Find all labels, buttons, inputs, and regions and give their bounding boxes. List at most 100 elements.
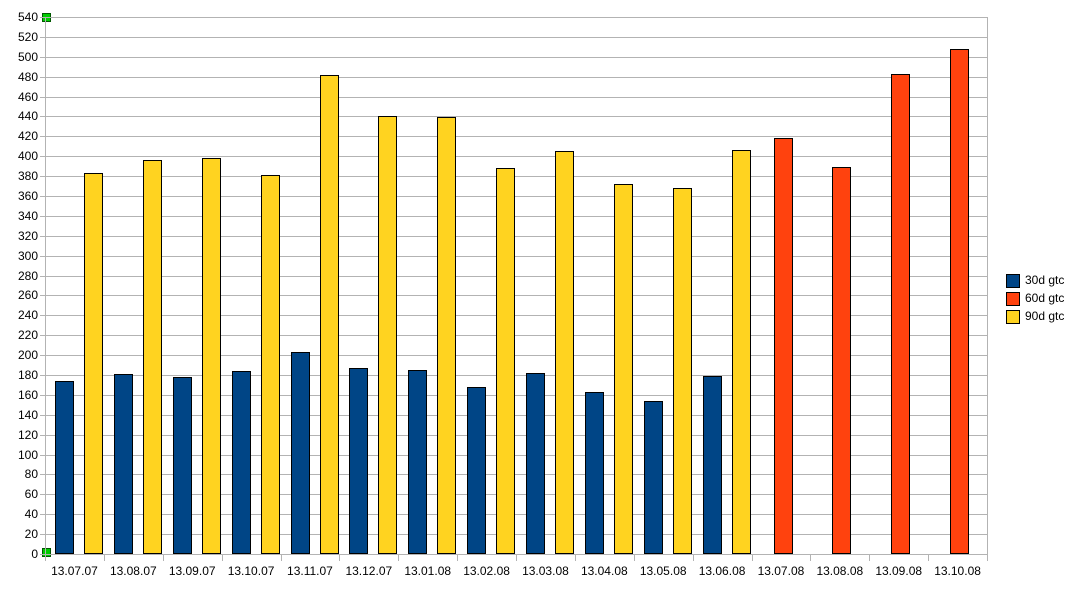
y-axis-tick [40,534,45,536]
x-axis-tick [45,555,46,561]
y-axis-tick [40,454,45,456]
y-gridline [45,176,987,178]
y-axis-tick [40,295,45,297]
bar-90d-gtc[interactable] [437,117,457,554]
bar-90d-gtc[interactable] [201,158,221,554]
bar-90d-gtc[interactable] [555,151,574,554]
y-axis-label: 280 [17,268,38,283]
bar-30d-gtc[interactable] [55,381,74,554]
bar-60d-gtc[interactable] [950,49,970,554]
category-slot-13.08.08 [810,17,869,554]
bar-30d-gtc[interactable] [643,401,663,554]
category-slot-13.09.08 [869,17,928,554]
category-slot-13.02.08 [457,17,516,554]
y-gridline [45,554,987,555]
category-slot-13.12.07 [339,17,398,554]
bar-30d-gtc[interactable] [702,376,722,554]
legend-item-90d-gtc[interactable]: 90d gtc [1006,309,1064,324]
x-axis-label: 13.04.08 [580,564,628,578]
y-gridline [45,56,987,58]
bar-30d-gtc[interactable] [349,368,369,554]
y-axis-tick [40,136,45,138]
y-axis-label: 340 [17,208,38,223]
legend-label-30d-gtc: 30d gtc [1025,273,1065,287]
x-axis-label: 13.05.08 [639,564,687,578]
y-gridline [45,215,987,217]
y-gridline [45,534,987,536]
y-axis-label: 240 [17,308,38,323]
legend-item-60d-gtc[interactable]: 60d gtc [1006,291,1065,306]
y-axis-label: 120 [17,427,38,442]
y-axis-line [45,17,46,554]
x-axis-label: 13.01.08 [404,564,452,578]
bar-60d-gtc[interactable] [891,74,911,554]
bar-60d-gtc[interactable] [773,138,793,554]
y-axis-tick [40,315,45,317]
y-axis-label: 140 [17,407,38,422]
bar-90d-gtc[interactable] [672,188,692,554]
bar-90d-gtc[interactable] [378,116,398,554]
x-axis-tick [457,555,459,561]
x-axis-tick [339,555,341,561]
y-axis-label: 80 [24,467,38,482]
x-axis-label: 13.06.08 [698,564,746,578]
bar-60d-gtc[interactable] [832,167,852,554]
x-axis-label: 13.09.08 [875,564,923,578]
bar-90d-gtc[interactable] [142,160,162,554]
x-axis-tick [280,555,282,561]
x-axis-tick [810,555,812,561]
y-gridline [45,136,987,138]
x-axis-tick [869,555,871,561]
bar-90d-gtc[interactable] [731,150,751,554]
x-axis-label: 13.10.07 [227,564,275,578]
bar-30d-gtc[interactable] [408,370,428,554]
y-axis-label: 220 [17,328,38,343]
bar-90d-gtc[interactable] [496,168,516,554]
y-gridline [45,295,987,297]
chart-legend[interactable]: 30d gtc 60d gtc 90d gtc [1006,273,1065,324]
y-axis-label: 180 [17,368,38,382]
legend-label-60d-gtc: 60d gtc [1025,291,1065,305]
y-gridline [45,494,987,496]
y-axis-tick [40,196,45,197]
x-axis-label: 13.07.07 [51,564,98,578]
bar-90d-gtc[interactable] [260,175,280,554]
bar-30d-gtc[interactable] [231,371,251,554]
bar-30d-gtc[interactable] [290,352,310,554]
x-axis-tick [516,555,517,561]
legend-item-30d-gtc[interactable]: 30d gtc [1006,273,1065,288]
y-axis-label: 360 [17,189,38,203]
x-axis-label: 13.02.08 [463,564,510,578]
y-axis-label: 440 [17,109,38,124]
y-gridline [45,76,987,78]
bar-30d-gtc[interactable] [467,387,487,554]
y-axis-tick [40,375,45,376]
category-slot-13.05.08 [634,17,693,554]
y-axis-tick [40,255,45,257]
x-axis-tick [928,555,930,561]
bar-90d-gtc[interactable] [84,173,103,554]
category-slot-13.07.07 [45,17,104,554]
y-axis-tick [40,394,45,396]
bar-90d-gtc[interactable] [613,184,633,554]
y-axis-tick [40,176,45,178]
bar-30d-gtc[interactable] [584,392,604,554]
y-axis-label: 260 [17,288,38,303]
bar-30d-gtc[interactable] [526,373,545,554]
bar-30d-gtc[interactable] [172,377,192,554]
category-slot-13.08.07 [104,17,163,554]
x-axis-tick [103,555,105,561]
x-axis-tick [162,555,164,561]
y-axis-tick [40,56,45,58]
legend-key-60d-gtc [1006,291,1020,306]
y-axis-label: 380 [17,169,38,184]
y-gridline [45,394,987,396]
y-axis-label: 40 [24,507,38,522]
bar-90d-gtc[interactable] [319,75,339,554]
category-slot-13.01.08 [398,17,457,554]
bar-30d-gtc[interactable] [113,374,133,554]
y-gridline [45,474,987,476]
y-axis-tick [40,116,45,118]
selection-handle-bottom[interactable] [42,548,51,557]
